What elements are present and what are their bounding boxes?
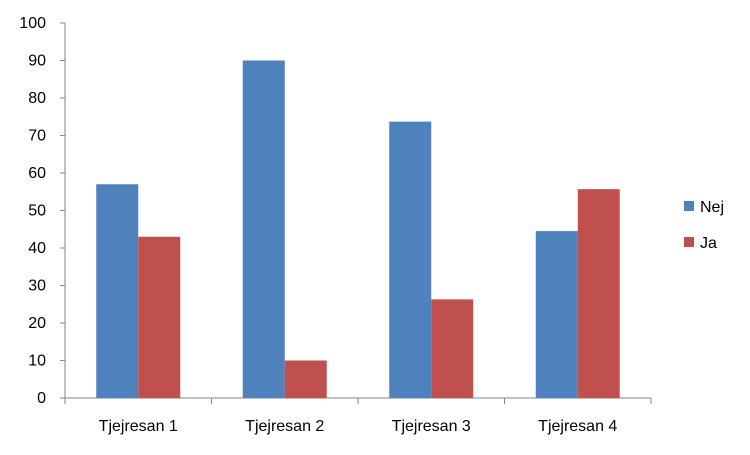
bars (96, 60, 620, 398)
y-tick-label: 50 (28, 203, 46, 220)
y-tick-label: 0 (37, 390, 46, 407)
axes: 0 10 20 30 40 50 60 70 80 90 100 Tjejresan 1 Tjejres… (19, 15, 652, 435)
y-tick-label: 100 (19, 15, 46, 32)
y-tick-label: 40 (28, 240, 46, 257)
y-tick-label: 10 (28, 353, 46, 370)
y-tick-label: 70 (28, 128, 46, 145)
bar-ja (431, 299, 474, 398)
bar-nej (535, 231, 578, 398)
bar-nej (242, 60, 285, 398)
y-tick-label: 60 (28, 165, 46, 182)
legend-swatch-ja (684, 237, 694, 247)
x-tick-label: Tjejresan 4 (538, 418, 617, 435)
y-tick-label: 80 (28, 90, 46, 107)
bar-nej (389, 121, 432, 398)
legend-label-nej: Nej (700, 199, 724, 216)
y-tick-label: 20 (28, 315, 46, 332)
legend-label-ja: Ja (700, 235, 717, 252)
legend: Nej Ja (684, 199, 724, 252)
legend-swatch-nej (684, 201, 694, 211)
x-tick-label: Tjejresan 2 (245, 418, 324, 435)
y-tick-label: 30 (28, 278, 46, 295)
bar-ja (138, 236, 181, 398)
x-tick-label: Tjejresan 3 (392, 418, 471, 435)
bar-ja (284, 360, 327, 398)
bar-nej (96, 184, 139, 398)
bar-ja (577, 189, 620, 398)
y-tick-label: 90 (28, 53, 46, 70)
x-tick-label: Tjejresan 1 (99, 418, 178, 435)
